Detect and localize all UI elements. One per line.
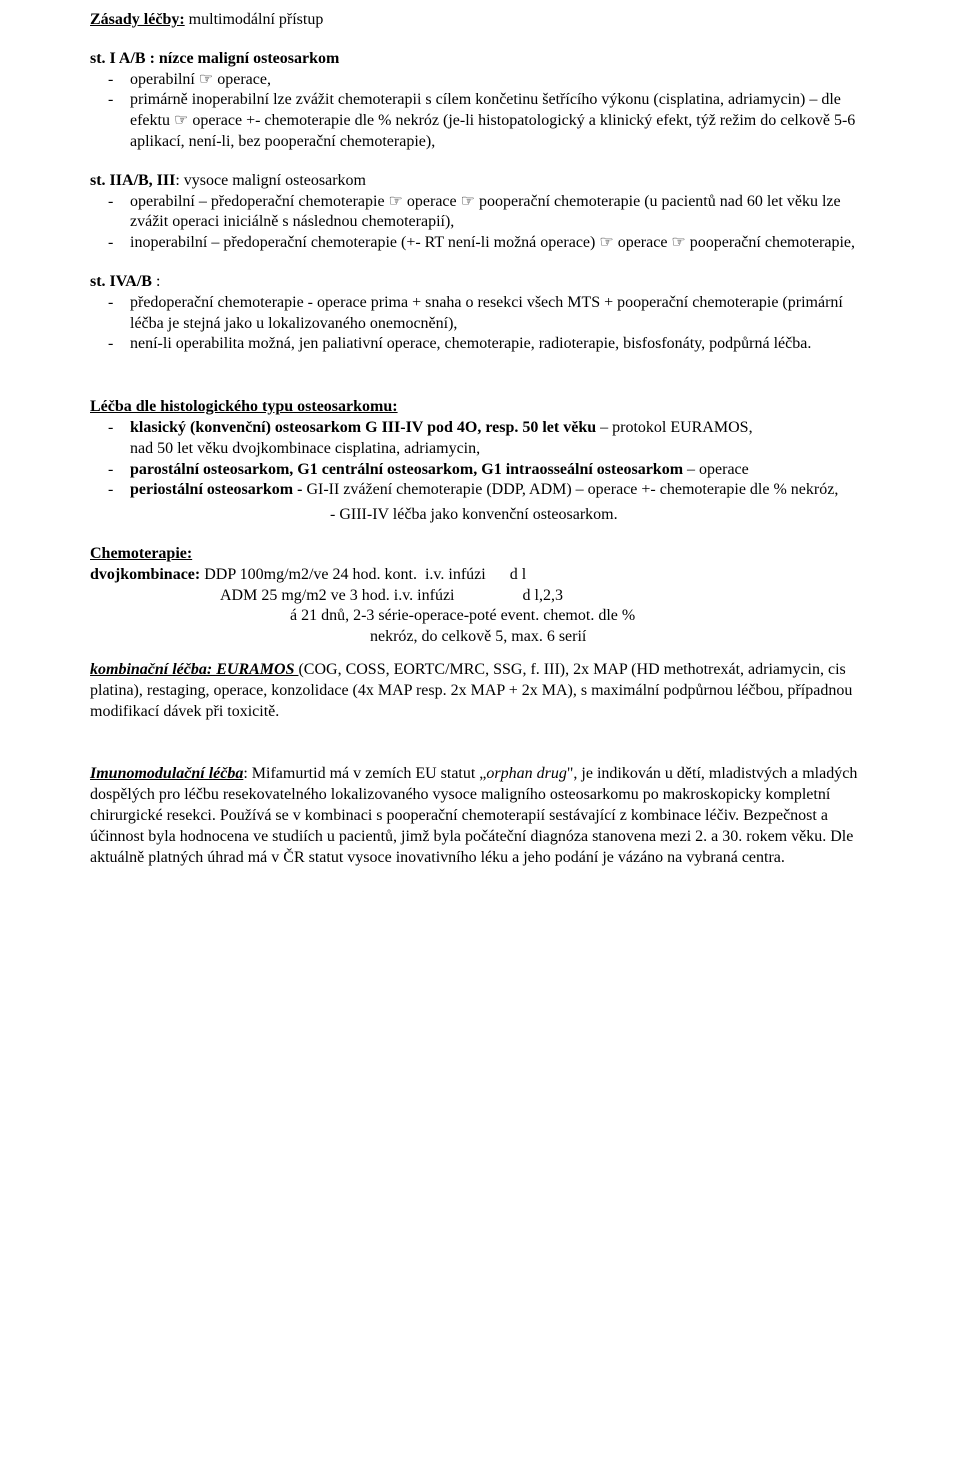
text-fragment: parostální osteosarkom, G1 centrální ost… <box>130 461 683 478</box>
text-fragment: operace <box>614 234 672 251</box>
text-fragment: – protokol EURAMOS, <box>596 419 752 436</box>
text-fragment: operace <box>403 193 461 210</box>
chemo-line2: ADM 25 mg/m2 ve 3 hod. i.v. infúzi d l,2… <box>220 586 870 607</box>
chemo-line3: á 21 dnů, 2-3 série-operace-poté event. … <box>290 606 870 627</box>
stage2-heading-main: st. IIA/B, III <box>90 172 175 189</box>
text-fragment: operabilní <box>130 71 199 88</box>
combo-block: kombinační léčba: EURAMOS (COG, COSS, EO… <box>90 660 870 722</box>
text-fragment: není-li operabilita možná, jen paliativn… <box>130 335 811 352</box>
immuno-title: Imunomodulační léčba <box>90 765 243 782</box>
text-fragment: operace +- chemoterapie dle % nekróz (je… <box>130 112 855 150</box>
histology-title: Léčba dle histologického typu osteosarko… <box>90 397 870 418</box>
list-item: klasický (konvenční) osteosarkom G III-I… <box>90 418 870 460</box>
list-item: operabilní – předoperační chemoterapie ☞… <box>90 192 870 234</box>
stage1-heading: st. I A/B : nízce maligní osteosarkom <box>90 49 870 70</box>
treatment-title-desc: multimodální přístup <box>185 11 324 28</box>
list-item: operabilní ☞ operace, <box>90 70 870 91</box>
chemo-line1-rest: DDP 100mg/m2/ve 24 hod. kont. i.v. infúz… <box>200 566 526 583</box>
pointer-icon: ☞ <box>461 193 475 210</box>
text-fragment: pooperační chemoterapie, <box>686 234 855 251</box>
stage2-heading: st. IIA/B, III: vysoce maligní osteosark… <box>90 171 870 192</box>
text-fragment: klasický (konvenční) osteosarkom G III-I… <box>130 419 596 436</box>
stage4-heading-rest: : <box>152 273 160 290</box>
chemo-line1-bold: dvojkombinace: <box>90 566 200 583</box>
immuno-block: Imunomodulační léčba: Mifamurtid má v ze… <box>90 764 870 868</box>
text-fragment: předoperační chemoterapie - operace prim… <box>130 294 843 332</box>
text-fragment: – operace <box>683 461 749 478</box>
stage2-list: operabilní – předoperační chemoterapie ☞… <box>90 192 870 254</box>
list-item: primárně inoperabilní lze zvážit chemote… <box>90 90 870 152</box>
pointer-icon: ☞ <box>174 112 188 129</box>
stage4-heading: st. IVA/B : <box>90 272 870 293</box>
list-item: parostální osteosarkom, G1 centrální ost… <box>90 460 870 481</box>
immuno-text-a: : Mifamurtid má v zemích EU statut „ <box>243 765 486 782</box>
list-item: inoperabilní – předoperační chemoterapie… <box>90 233 870 254</box>
stage4-heading-main: st. IVA/B <box>90 273 152 290</box>
immuno-orphan: orphan drug <box>486 765 566 782</box>
list-item: předoperační chemoterapie - operace prim… <box>90 293 870 335</box>
document-page: Zásady léčby: multimodální přístup st. I… <box>0 0 960 926</box>
text-fragment: operace, <box>213 71 271 88</box>
text-fragment: operabilní – předoperační chemoterapie <box>130 193 389 210</box>
pointer-icon: ☞ <box>671 234 685 251</box>
text-fragment: GI-II zvážení chemoterapie (DDP, ADM) – … <box>306 481 838 498</box>
text-fragment: nad 50 let věku dvojkombinace cisplatina… <box>130 439 870 460</box>
stage1-list: operabilní ☞ operace, primárně inoperabi… <box>90 70 870 153</box>
histology-subline: - GIII-IV léčba jako konvenční osteosark… <box>330 505 870 526</box>
list-item: není-li operabilita možná, jen paliativn… <box>90 334 870 355</box>
text-fragment: inoperabilní – předoperační chemoterapie… <box>130 234 599 251</box>
chemo-title: Chemoterapie: <box>90 544 870 565</box>
pointer-icon: ☞ <box>599 234 613 251</box>
chemo-line1: dvojkombinace: DDP 100mg/m2/ve 24 hod. k… <box>90 565 870 586</box>
text-fragment: periostální osteosarkom - <box>130 481 306 498</box>
histology-list: klasický (konvenční) osteosarkom G III-I… <box>90 418 870 501</box>
stage4-list: předoperační chemoterapie - operace prim… <box>90 293 870 355</box>
combo-title: kombinační léčba: EURAMOS <box>90 661 298 678</box>
chemo-line4: nekróz, do celkově 5, max. 6 serií <box>370 627 870 648</box>
pointer-icon: ☞ <box>389 193 403 210</box>
treatment-title-label: Zásady léčby: <box>90 11 185 28</box>
pointer-icon: ☞ <box>199 71 213 88</box>
list-item: periostální osteosarkom - GI-II zvážení … <box>90 480 870 501</box>
treatment-principles-heading: Zásady léčby: multimodální přístup <box>90 10 870 31</box>
stage2-heading-rest: : vysoce maligní osteosarkom <box>175 172 366 189</box>
